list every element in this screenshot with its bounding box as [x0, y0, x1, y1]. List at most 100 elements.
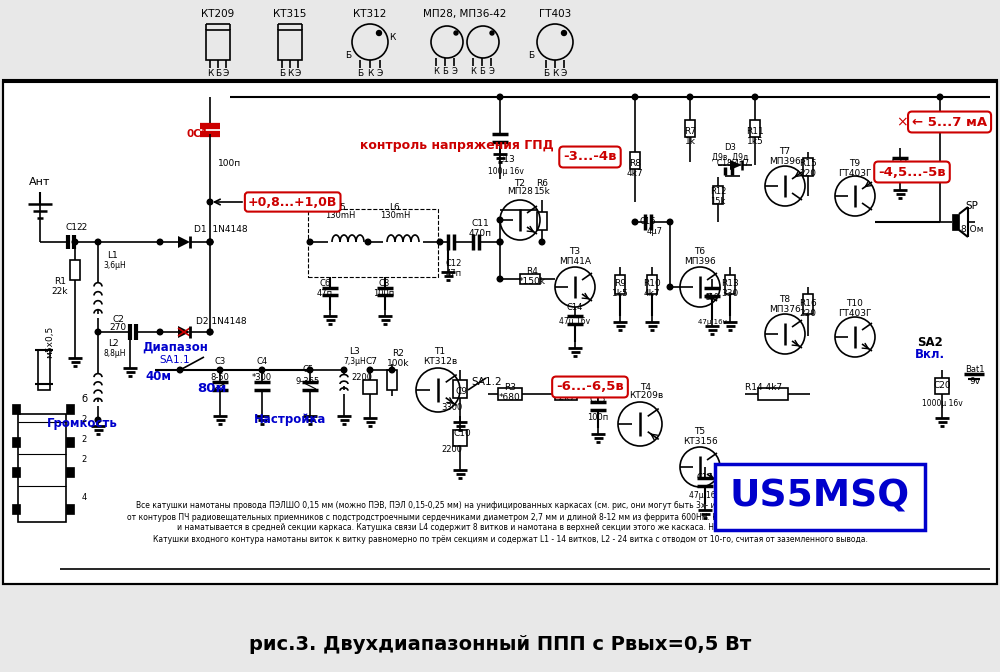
Text: R12: R12	[710, 187, 726, 196]
Text: 22: 22	[76, 222, 88, 231]
Circle shape	[497, 276, 503, 282]
Text: T1: T1	[434, 347, 446, 357]
Bar	[615, 275, 625, 294]
Text: C4: C4	[256, 358, 268, 366]
Text: R15: R15	[799, 159, 817, 169]
Text: 270: 270	[109, 323, 127, 333]
Text: L2: L2	[108, 339, 118, 349]
Text: ГТ403: ГТ403	[539, 9, 571, 19]
Text: 40м: 40м	[145, 370, 171, 382]
Circle shape	[157, 239, 163, 245]
Text: 1k: 1k	[684, 136, 696, 146]
Circle shape	[454, 31, 458, 35]
Text: К: К	[552, 69, 558, 79]
Text: D1  1N4148: D1 1N4148	[194, 226, 248, 235]
Text: 2200: 2200	[442, 446, 462, 454]
Text: C16: C16	[640, 218, 656, 226]
Text: Б: Б	[479, 67, 485, 77]
Bar	[758, 388, 788, 400]
Circle shape	[72, 239, 78, 245]
Circle shape	[95, 239, 101, 245]
Polygon shape	[178, 236, 190, 248]
Text: К: К	[207, 69, 213, 79]
Text: МП28: МП28	[507, 187, 533, 196]
Text: 47п: 47п	[317, 290, 333, 298]
Circle shape	[259, 367, 265, 373]
Bar	[453, 380, 467, 398]
Bar	[18, 414, 66, 522]
Circle shape	[95, 329, 101, 335]
Text: 3,6µН: 3,6µН	[104, 261, 126, 271]
Text: 4k7: 4k7	[644, 290, 660, 298]
Circle shape	[562, 30, 566, 36]
Text: C3: C3	[214, 358, 226, 366]
Text: 1k5: 1k5	[612, 290, 628, 298]
Text: 4: 4	[81, 493, 87, 501]
Bar	[66, 404, 74, 414]
Text: Диапазон: Диапазон	[142, 341, 208, 353]
Bar	[70, 260, 80, 280]
Circle shape	[365, 239, 371, 245]
Bar	[66, 467, 74, 477]
Bar	[537, 212, 547, 230]
Polygon shape	[730, 160, 742, 170]
Text: C19: C19	[705, 292, 719, 302]
Text: 100µ 16v: 100µ 16v	[488, 167, 524, 177]
Text: 1k5: 1k5	[747, 136, 763, 146]
Bar	[520, 274, 540, 284]
Text: 8-50: 8-50	[211, 372, 229, 382]
Text: C18 4п7: C18 4п7	[717, 159, 749, 169]
Bar	[3, 80, 997, 584]
Text: Э: Э	[223, 69, 229, 79]
Text: C9: C9	[456, 388, 468, 396]
Text: ← 5...7 мА: ← 5...7 мА	[912, 116, 987, 128]
Text: C15: C15	[590, 396, 606, 405]
Circle shape	[207, 239, 213, 245]
Text: КТ315: КТ315	[273, 9, 307, 19]
Text: 47µ 16v: 47µ 16v	[689, 491, 721, 501]
Text: б: б	[81, 394, 87, 404]
Text: L5: L5	[335, 202, 345, 212]
Bar	[555, 388, 577, 400]
Circle shape	[307, 239, 313, 245]
Bar	[308, 209, 438, 277]
Text: 100п: 100п	[218, 159, 242, 169]
Bar	[685, 120, 695, 137]
Text: МП41А: МП41А	[559, 257, 591, 267]
Bar	[803, 158, 813, 176]
Text: T10: T10	[847, 300, 863, 308]
Bar	[630, 152, 640, 169]
Text: L1: L1	[108, 251, 118, 261]
Text: C1: C1	[65, 222, 77, 231]
Text: Э: Э	[295, 69, 301, 79]
Text: T6: T6	[694, 247, 706, 257]
Text: 220: 220	[800, 308, 816, 317]
Text: МП376: МП376	[769, 304, 801, 314]
Text: R14 4k7: R14 4k7	[745, 384, 782, 392]
Bar	[66, 437, 74, 447]
Text: 100k: 100k	[387, 360, 409, 368]
Bar	[750, 120, 760, 137]
Bar	[363, 380, 377, 394]
Text: Вкл.: Вкл.	[915, 349, 945, 362]
Text: Настройка: Настройка	[254, 413, 326, 427]
Text: Э: Э	[377, 69, 383, 79]
Text: R11: R11	[746, 128, 764, 136]
Text: D2 1N4148: D2 1N4148	[196, 317, 247, 327]
Text: КТ312: КТ312	[353, 9, 387, 19]
Text: 2: 2	[81, 415, 87, 425]
Text: -4,5...-5в: -4,5...-5в	[878, 165, 946, 179]
Text: 15k: 15k	[534, 187, 550, 196]
Text: R9: R9	[614, 280, 626, 288]
Text: Громкость: Громкость	[47, 417, 117, 431]
Bar	[713, 186, 723, 204]
Text: R8: R8	[629, 159, 641, 169]
Text: 2: 2	[81, 435, 87, 444]
Bar	[38, 350, 50, 390]
Text: 4k7: 4k7	[627, 169, 643, 177]
Text: 8,8µН: 8,8µН	[104, 349, 126, 358]
Text: 47µ 16v: 47µ 16v	[559, 317, 591, 327]
Bar	[803, 294, 813, 314]
Bar	[498, 388, 522, 400]
Text: C21: C21	[891, 157, 909, 165]
